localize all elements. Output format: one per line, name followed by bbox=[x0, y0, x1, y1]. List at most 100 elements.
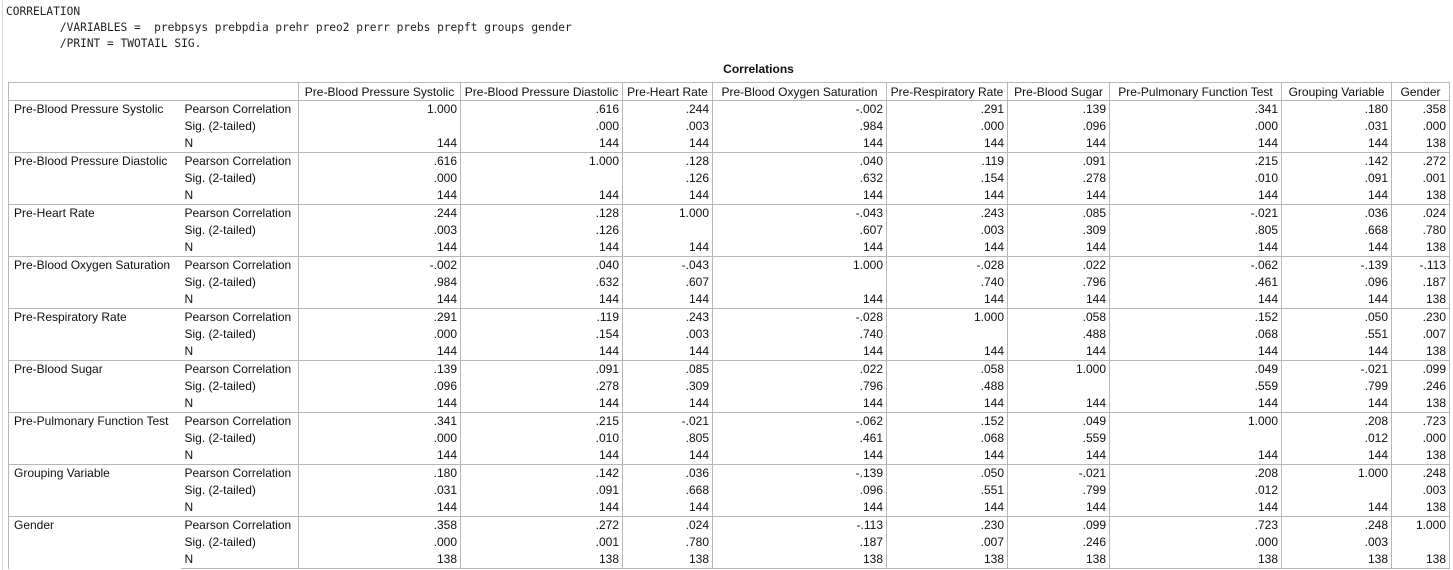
table-cell: .036 bbox=[622, 464, 713, 482]
table-cell: 1.000 bbox=[460, 152, 623, 170]
table-cell: 144 bbox=[1281, 395, 1392, 413]
row-variable-label: Pre-Respiratory Rate bbox=[8, 308, 181, 361]
table-cell: 144 bbox=[886, 395, 1008, 413]
table-cell: 144 bbox=[712, 239, 887, 257]
table-row: N 144 144 144 144 144 144 144 144 138 bbox=[9, 291, 1450, 309]
table-cell: 138 bbox=[298, 551, 461, 569]
col-header: Pre-Blood Sugar bbox=[1007, 82, 1110, 101]
table-cell: .058 bbox=[1007, 308, 1110, 326]
table-cell: .040 bbox=[460, 256, 623, 274]
table-cell: 144 bbox=[886, 291, 1008, 309]
table-cell: .208 bbox=[1281, 412, 1392, 430]
col-header: Pre-Blood Pressure Systolic bbox=[298, 82, 461, 101]
table-cell: .050 bbox=[886, 464, 1008, 482]
table-cell: .559 bbox=[1109, 378, 1282, 395]
row-variable-label: Grouping Variable bbox=[8, 464, 181, 517]
row-variable-label: Pre-Blood Oxygen Saturation bbox=[8, 256, 181, 309]
table-cell: .036 bbox=[1281, 204, 1392, 222]
table-cell: .278 bbox=[460, 378, 623, 395]
table-row: N 144 144 144 144 144 144 144 144 138 bbox=[9, 447, 1450, 465]
table-cell: 144 bbox=[1007, 239, 1110, 257]
row-variable-label: Gender bbox=[8, 516, 181, 569]
table-cell: 144 bbox=[460, 187, 623, 205]
table-cell: 144 bbox=[622, 239, 713, 257]
table-cell: .012 bbox=[1109, 482, 1282, 499]
table-cell: .091 bbox=[460, 482, 623, 499]
table-cell: 144 bbox=[1007, 135, 1110, 153]
table-row: Sig. (2-tailed) .000.001.780.187.007.246.… bbox=[9, 534, 1450, 551]
table-cell: .003 bbox=[622, 326, 713, 343]
table-cell: 144 bbox=[298, 291, 461, 309]
table-cell: 138 bbox=[1391, 239, 1450, 257]
table-cell: -.021 bbox=[622, 412, 713, 430]
table-cell: 138 bbox=[886, 551, 1008, 569]
table-cell: 138 bbox=[1391, 291, 1450, 309]
table-cell: 144 bbox=[460, 499, 623, 517]
table-cell: .248 bbox=[1391, 464, 1450, 482]
table-cell: -.113 bbox=[1391, 256, 1450, 274]
table-cell: -.043 bbox=[622, 256, 713, 274]
stat-label: Pearson Correlation bbox=[180, 360, 299, 378]
stat-label: N bbox=[180, 447, 299, 465]
table-cell: .000 bbox=[298, 326, 461, 343]
table-cell bbox=[1281, 482, 1392, 499]
table-row: Sig. (2-tailed) .000.003.984.000.096.000.… bbox=[9, 118, 1450, 135]
table-cell: .246 bbox=[1007, 534, 1110, 551]
table-cell: -.021 bbox=[1007, 464, 1110, 482]
table-cell: 144 bbox=[886, 239, 1008, 257]
table-cell: .003 bbox=[1281, 534, 1392, 551]
stat-label: Sig. (2-tailed) bbox=[180, 222, 299, 239]
table-cell bbox=[886, 326, 1008, 343]
table-cell: .291 bbox=[886, 100, 1008, 118]
table-cell: .488 bbox=[886, 378, 1008, 395]
table-cell: 144 bbox=[886, 343, 1008, 361]
table-cell: .244 bbox=[298, 204, 461, 222]
output-gutter-line bbox=[2, 0, 3, 570]
table-cell: .096 bbox=[712, 482, 887, 499]
table-cell: .007 bbox=[1391, 326, 1450, 343]
table-cell: .126 bbox=[460, 222, 623, 239]
table-cell: .031 bbox=[298, 482, 461, 499]
table-cell: 138 bbox=[1109, 551, 1282, 569]
table-cell: 1.000 bbox=[886, 308, 1008, 326]
table-cell: 138 bbox=[1391, 447, 1450, 465]
table-cell: .180 bbox=[298, 464, 461, 482]
table-cell: .000 bbox=[886, 118, 1008, 135]
table-cell: .119 bbox=[886, 152, 1008, 170]
table-cell: 144 bbox=[298, 343, 461, 361]
stat-label: Sig. (2-tailed) bbox=[180, 118, 299, 135]
table-cell: 144 bbox=[460, 239, 623, 257]
table-cell: 144 bbox=[1281, 291, 1392, 309]
table-cell: -.021 bbox=[1109, 204, 1282, 222]
table-cell: .632 bbox=[712, 170, 887, 187]
stat-label: Pearson Correlation bbox=[180, 516, 299, 534]
table-cell: .984 bbox=[298, 274, 461, 291]
table-cell: .341 bbox=[1109, 100, 1282, 118]
table-cell: 144 bbox=[1109, 239, 1282, 257]
table-cell: .031 bbox=[1281, 118, 1392, 135]
table-cell: .309 bbox=[1007, 222, 1110, 239]
table-cell: .142 bbox=[1281, 152, 1392, 170]
table-cell: 138 bbox=[460, 551, 623, 569]
col-header: Pre-Respiratory Rate bbox=[886, 82, 1008, 101]
table-cell: .000 bbox=[298, 534, 461, 551]
table-cell: -.043 bbox=[712, 204, 887, 222]
table-cell: .003 bbox=[298, 222, 461, 239]
table-cell: .559 bbox=[1007, 430, 1110, 447]
table-cell: .154 bbox=[886, 170, 1008, 187]
row-variable-label: Pre-Blood Sugar bbox=[8, 360, 181, 413]
table-cell: 144 bbox=[1109, 343, 1282, 361]
row-variable-label: Pre-Blood Pressure Diastolic bbox=[8, 152, 181, 205]
table-cell bbox=[298, 118, 461, 135]
table-cell: 138 bbox=[712, 551, 887, 569]
table-cell: 144 bbox=[1281, 239, 1392, 257]
stat-label: N bbox=[180, 135, 299, 153]
table-cell: 144 bbox=[1281, 447, 1392, 465]
table-cell: .049 bbox=[1007, 412, 1110, 430]
stat-label: Pearson Correlation bbox=[180, 204, 299, 222]
table-cell: 144 bbox=[1109, 291, 1282, 309]
table-cell: .780 bbox=[622, 534, 713, 551]
table-cell: .461 bbox=[712, 430, 887, 447]
table-title: Correlations bbox=[723, 62, 794, 76]
table-cell: 144 bbox=[298, 187, 461, 205]
